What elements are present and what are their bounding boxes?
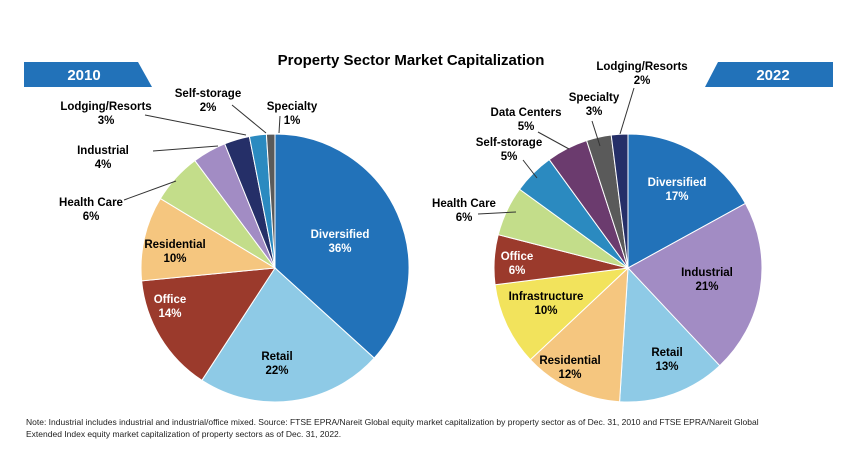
label-residential: Residential <box>539 355 600 367</box>
slice-office <box>141 267 276 381</box>
slice-residential <box>529 266 629 403</box>
label-diversified: Diversified <box>648 177 707 189</box>
leader-line-health-care <box>477 211 517 215</box>
value-residential: 12% <box>558 369 581 381</box>
leader-line-data-centers <box>537 131 570 150</box>
footnote-line-1: Note: Industrial includes industrial and… <box>26 417 759 427</box>
value-self-storage: 5% <box>501 151 518 163</box>
label-industrial: Industrial <box>681 267 733 279</box>
label-specialty: Specialty <box>569 92 620 104</box>
slice-diversified <box>627 133 747 269</box>
slice-lodging-resorts <box>610 133 629 269</box>
value-diversified: 17% <box>665 191 688 203</box>
leader-line-lodging-resorts <box>619 87 635 135</box>
value-industrial: 21% <box>695 281 718 293</box>
value-retail: 13% <box>655 361 678 373</box>
leader-line-self-storage <box>522 159 538 179</box>
label-office: Office <box>501 251 534 263</box>
banner-2010-label: 2010 <box>67 67 100 84</box>
value-specialty: 3% <box>586 106 603 118</box>
label-self-storage: Self-storage <box>175 88 241 100</box>
value-retail: 22% <box>265 365 288 377</box>
slice-retail <box>619 266 721 403</box>
label-residential: Residential <box>144 239 205 251</box>
value-office: 6% <box>509 265 526 277</box>
slice-industrial <box>627 202 763 367</box>
leader-line-health-care <box>123 180 177 201</box>
label-specialty: Specialty <box>267 101 318 113</box>
leader-line-specialty <box>591 120 601 147</box>
value-specialty: 1% <box>284 115 301 127</box>
label-diversified: Diversified <box>311 229 370 241</box>
label-retail: Retail <box>261 351 292 363</box>
value-residential: 10% <box>163 253 186 265</box>
label-industrial: Industrial <box>77 145 129 157</box>
label-health-care: Health Care <box>59 197 123 209</box>
leader-line-specialty <box>278 115 281 134</box>
label-self-storage: Self-storage <box>476 137 542 149</box>
banner-2010 <box>24 62 152 87</box>
value-health-care: 6% <box>83 211 100 223</box>
pie-2010: Diversified 36% Retail 22% Office 14% Resident… <box>59 88 410 403</box>
leader-line-industrial <box>152 145 219 152</box>
footnote-line-2: Extended Index equity market capitalizat… <box>26 429 341 439</box>
label-lodging-resorts: Lodging/Resorts <box>60 101 151 113</box>
slice-diversified <box>274 133 410 359</box>
slice-retail <box>201 267 375 403</box>
pie-2022: Diversified 17% Industrial 21% Retail 13% Resi… <box>432 61 763 403</box>
label-infrastructure: Infrastructure <box>509 291 584 303</box>
value-data-centers: 5% <box>518 121 535 133</box>
chart-title: Property Sector Market Capitalization <box>278 52 545 69</box>
leader-line-lodging-resorts <box>144 114 247 136</box>
value-diversified: 36% <box>328 243 351 255</box>
value-infrastructure: 10% <box>534 305 557 317</box>
banner-2022-label: 2022 <box>756 67 789 84</box>
slice-residential <box>140 197 277 282</box>
banner-2022 <box>705 62 833 87</box>
value-industrial: 4% <box>95 159 112 171</box>
label-health-care: Health Care <box>432 198 496 210</box>
label-retail: Retail <box>651 347 682 359</box>
slice-infrastructure <box>494 267 630 361</box>
leader-line-self-storage <box>231 104 267 134</box>
value-self-storage: 2% <box>200 102 217 114</box>
label-data-centers: Data Centers <box>491 107 562 119</box>
value-lodging-resorts: 3% <box>98 115 115 127</box>
label-lodging-resorts: Lodging/Resorts <box>596 61 687 73</box>
slice-specialty <box>265 133 276 269</box>
value-lodging-resorts: 2% <box>634 75 651 87</box>
value-office: 14% <box>158 308 181 320</box>
value-health-care: 6% <box>456 212 473 224</box>
label-office: Office <box>154 294 187 306</box>
